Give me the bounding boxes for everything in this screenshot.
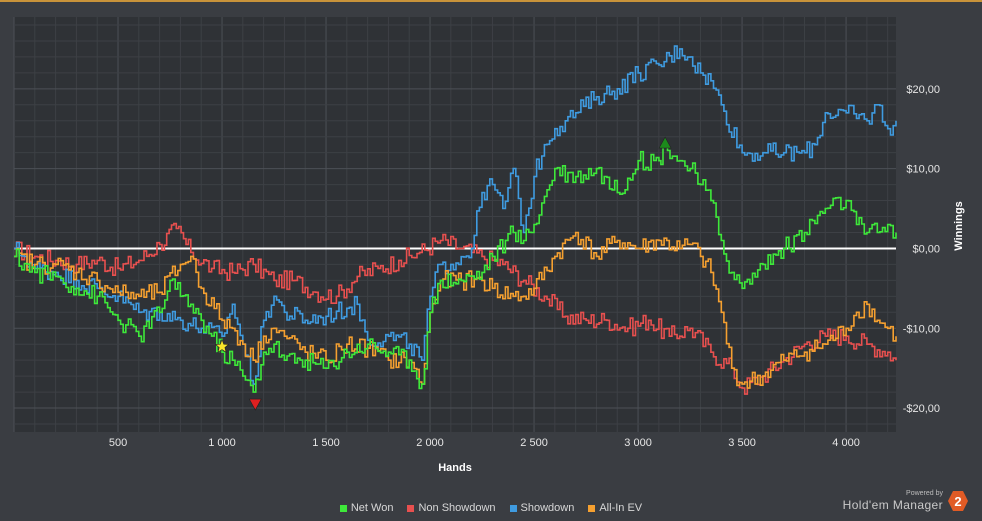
series-line-non-showdown	[14, 222, 897, 395]
x-tick-labels: 500 1 000 1 500 2 000 2 500 3 000 3 500 4 000	[109, 437, 860, 449]
marker-star	[214, 338, 230, 353]
y-tick-label: $10,00	[906, 164, 940, 176]
legend-swatch	[588, 504, 596, 512]
y-tick-labels: $20,00 $10,00 $0,00 -$10,00 -$20,00	[903, 84, 940, 415]
brand-badge-icon: 2	[948, 491, 968, 511]
y-tick-label: -$10,00	[903, 323, 940, 335]
legend-item-non-showdown[interactable]: Non Showdown	[407, 502, 496, 514]
x-tick-label: 1 500	[312, 437, 340, 449]
brand-name: Hold'em Manager	[842, 498, 943, 512]
y-axis-label: Winnings	[953, 201, 965, 250]
series-line-all-in-ev	[14, 231, 897, 389]
series-group	[14, 45, 897, 395]
x-tick-label: 500	[109, 437, 127, 449]
legend-item-showdown[interactable]: Showdown	[509, 502, 575, 514]
legend-label: Non Showdown	[418, 502, 496, 514]
legend-swatch	[339, 504, 347, 512]
legend-swatch	[509, 504, 517, 512]
legend-item-all-in-ev[interactable]: All-In EV	[588, 502, 642, 514]
x-tick-label: 2 000	[416, 437, 444, 449]
x-tick-label: 1 000	[208, 437, 236, 449]
brand-logo: Powered by Hold'em Manager 2	[843, 490, 968, 511]
legend-item-net-won[interactable]: Net Won	[339, 502, 394, 514]
powered-by-text: Powered by	[906, 490, 943, 497]
marker-triangle-down	[248, 398, 262, 411]
x-tick-label: 3 500	[728, 437, 756, 449]
marker-group	[214, 136, 672, 411]
x-tick-label: 2 500	[520, 437, 548, 449]
winnings-chart: 500 1 000 1 500 2 000 2 500 3 000 3 500 4 000 $…	[13, 17, 965, 474]
legend-label: Net Won	[350, 502, 394, 514]
y-tick-label: -$20,00	[903, 403, 940, 415]
top-accent-line	[0, 0, 982, 2]
x-tick-label: 3 000	[624, 437, 652, 449]
x-axis-label: Hands	[438, 462, 472, 474]
y-tick-label: $0,00	[912, 243, 940, 255]
series-line-net-won	[14, 143, 897, 393]
brand-text: Powered by Hold'em Manager	[843, 490, 943, 511]
legend-swatch	[407, 504, 415, 512]
legend-label: Showdown	[520, 502, 575, 514]
y-tick-label: $20,00	[906, 84, 940, 96]
legend: Net Won Non Showdown Showdown All-In EV	[0, 502, 982, 514]
marker-triangle-up	[658, 136, 672, 149]
plot-area	[14, 17, 896, 432]
x-tick-label: 4 000	[832, 437, 860, 449]
legend-label: All-In EV	[599, 502, 643, 514]
